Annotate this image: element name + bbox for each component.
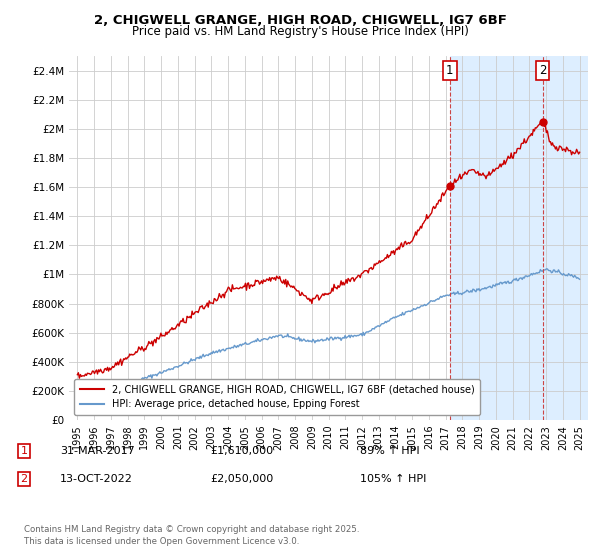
Bar bbox=[450, 56, 542, 420]
Text: 2: 2 bbox=[539, 64, 547, 77]
Text: Price paid vs. HM Land Registry's House Price Index (HPI): Price paid vs. HM Land Registry's House … bbox=[131, 25, 469, 38]
Legend: 2, CHIGWELL GRANGE, HIGH ROAD, CHIGWELL, IG7 6BF (detached house), HPI: Average : 2, CHIGWELL GRANGE, HIGH ROAD, CHIGWELL,… bbox=[74, 379, 481, 415]
Text: £1,610,000: £1,610,000 bbox=[210, 446, 273, 456]
Text: 89% ↑ HPI: 89% ↑ HPI bbox=[360, 446, 419, 456]
Text: £2,050,000: £2,050,000 bbox=[210, 474, 273, 484]
Text: 31-MAR-2017: 31-MAR-2017 bbox=[60, 446, 135, 456]
Text: 13-OCT-2022: 13-OCT-2022 bbox=[60, 474, 133, 484]
Text: 1: 1 bbox=[20, 446, 28, 456]
Text: Contains HM Land Registry data © Crown copyright and database right 2025.
This d: Contains HM Land Registry data © Crown c… bbox=[24, 525, 359, 546]
Text: 2: 2 bbox=[20, 474, 28, 484]
Text: 105% ↑ HPI: 105% ↑ HPI bbox=[360, 474, 427, 484]
Text: 2, CHIGWELL GRANGE, HIGH ROAD, CHIGWELL, IG7 6BF: 2, CHIGWELL GRANGE, HIGH ROAD, CHIGWELL,… bbox=[94, 14, 506, 27]
Bar bbox=[542, 56, 588, 420]
Text: 1: 1 bbox=[446, 64, 454, 77]
